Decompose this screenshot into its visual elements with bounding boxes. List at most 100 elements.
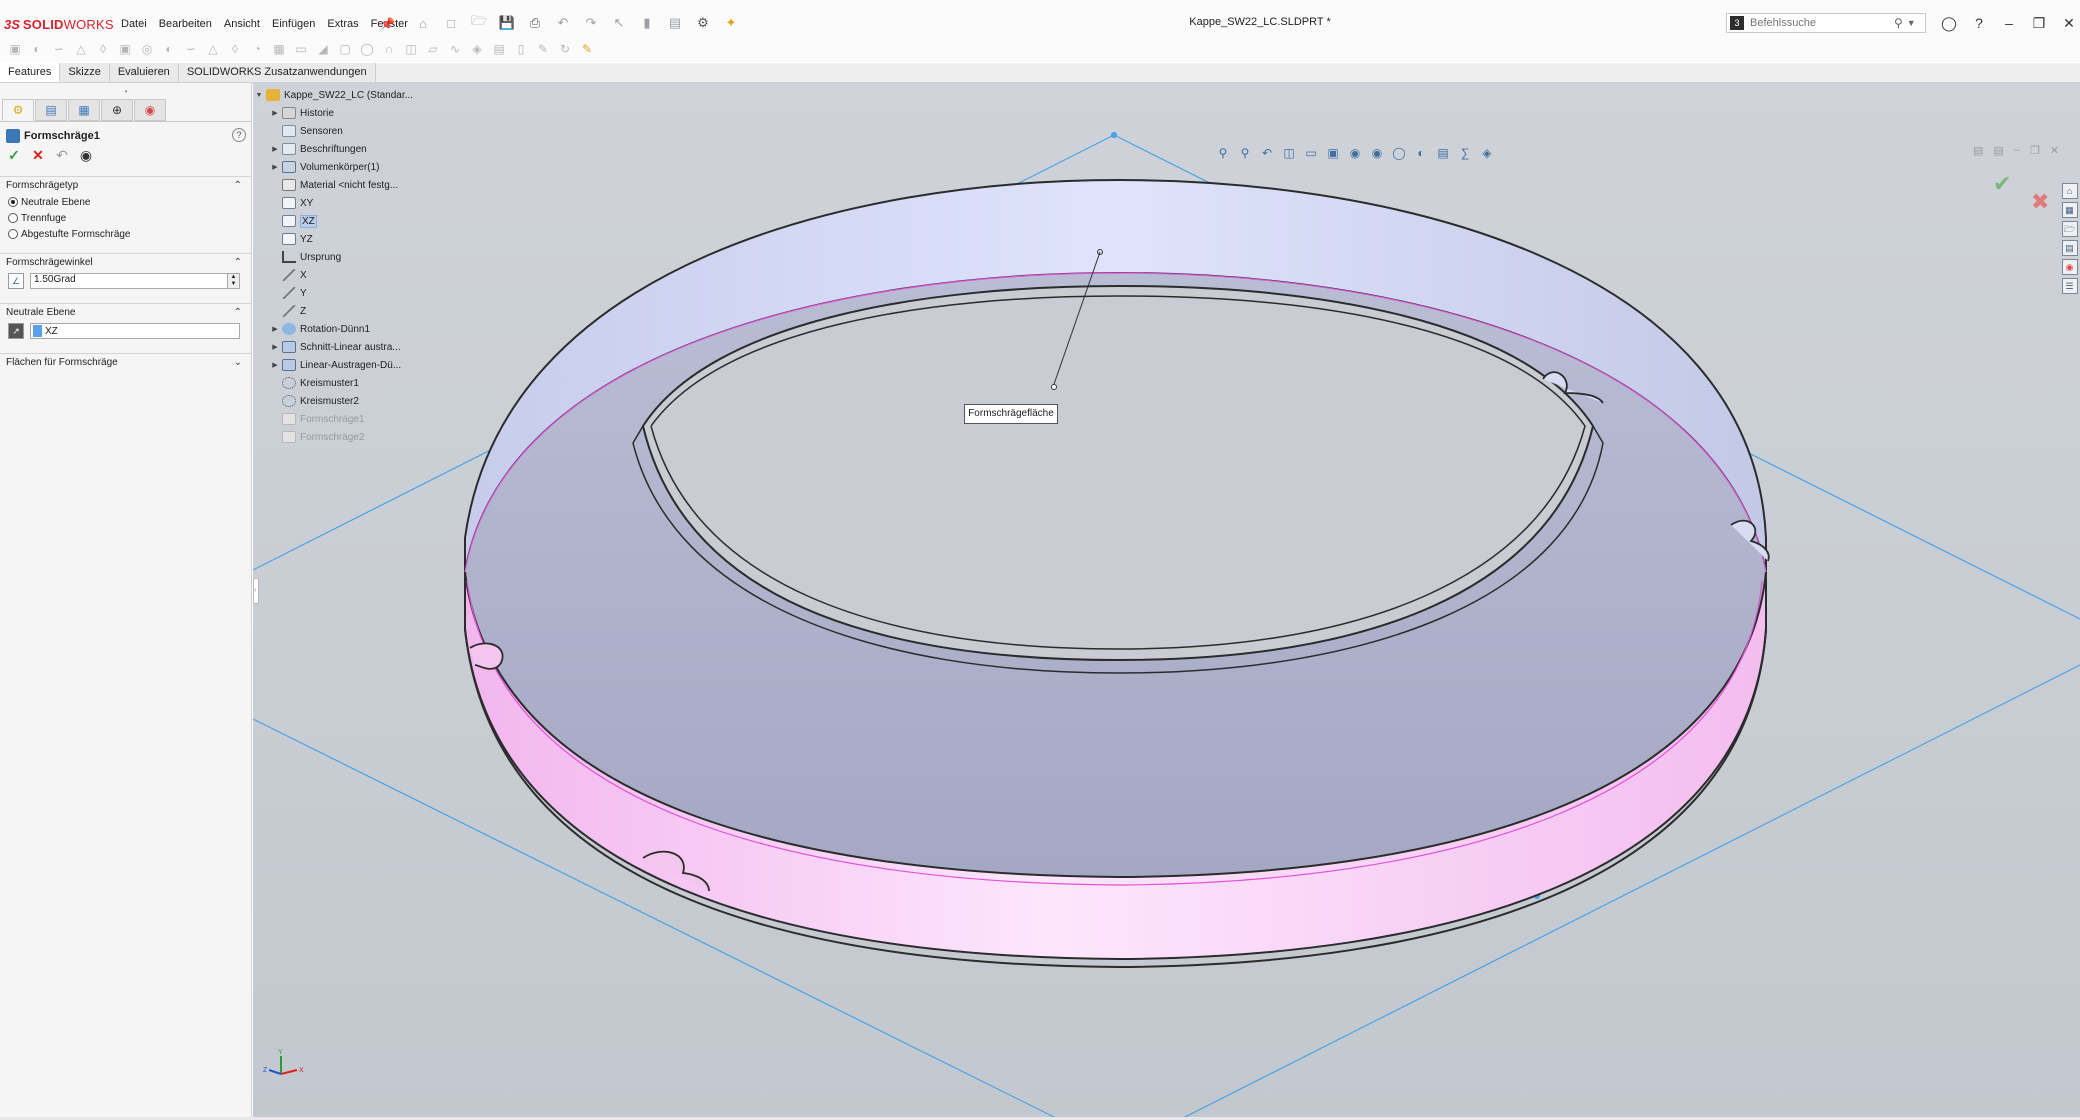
tree-item-plane-xz[interactable]: XZ bbox=[271, 214, 317, 228]
lofted-boss-icon[interactable]: △ bbox=[76, 42, 86, 56]
confirmation-ok-icon[interactable]: ✔ bbox=[1993, 171, 2012, 196]
menu-extras[interactable]: Extras bbox=[327, 18, 359, 30]
tree-item-circular-pattern-2[interactable]: Kreismuster2 bbox=[271, 394, 359, 408]
radio-parting-line[interactable]: Trennfuge bbox=[0, 210, 252, 226]
redo-icon[interactable]: ↷ bbox=[585, 15, 597, 30]
previous-view-icon[interactable]: ↶ bbox=[1261, 146, 1273, 160]
tree-item-origin[interactable]: Ursprung bbox=[271, 250, 341, 264]
save-icon[interactable]: 💾 bbox=[498, 15, 516, 30]
revolved-cut-icon[interactable]: ◐ bbox=[165, 42, 173, 56]
mirror-icon[interactable]: ◫ bbox=[405, 42, 417, 56]
spinner-arrows-icon[interactable]: ▲ ▼ bbox=[227, 274, 239, 288]
display-manager-tab-icon[interactable]: ◉ bbox=[134, 99, 166, 121]
swept-cut-icon[interactable]: ∽ bbox=[185, 42, 197, 56]
linear-pattern-icon[interactable]: ▦ bbox=[273, 42, 285, 56]
edit-appearance-icon[interactable]: ◯ bbox=[1392, 146, 1406, 160]
feature-works-icon[interactable]: ↻ bbox=[559, 42, 571, 56]
radio-button-selected[interactable] bbox=[8, 197, 18, 207]
swept-boss-icon[interactable]: ∽ bbox=[53, 42, 65, 56]
expand-arrow-icon[interactable]: ▶ bbox=[272, 362, 278, 369]
tree-item-material[interactable]: Material <nicht festg... bbox=[271, 178, 398, 192]
boundary-boss-icon[interactable]: ◊ bbox=[100, 42, 106, 56]
chevron-up-icon[interactable]: ⌃ bbox=[233, 307, 242, 318]
display-pane-icon[interactable]: ∑ bbox=[1460, 146, 1470, 160]
help-icon[interactable]: ? bbox=[232, 128, 246, 142]
viewport-link-icon[interactable]: ▤ bbox=[1993, 145, 2004, 157]
reverse-direction-icon[interactable]: ↗ bbox=[8, 323, 24, 339]
select-icon[interactable]: ↖ bbox=[613, 15, 625, 30]
tree-item-plane-yz[interactable]: YZ bbox=[271, 232, 313, 246]
solidworks-resources-icon[interactable]: ⌂ bbox=[2061, 183, 2078, 199]
account-icon[interactable]: ◯ bbox=[1941, 14, 1957, 31]
view-orientation-icon[interactable]: ▣ bbox=[1327, 146, 1339, 160]
menu-bearbeiten[interactable]: Bearbeiten bbox=[158, 18, 212, 30]
fillet-icon[interactable]: ◔ bbox=[253, 42, 261, 56]
menu-datei[interactable]: Datei bbox=[121, 18, 147, 30]
viewport-restore-icon[interactable]: ❐ bbox=[2029, 145, 2040, 157]
radio-neutral-plane[interactable]: Neutrale Ebene bbox=[0, 194, 252, 210]
intersect-icon[interactable]: ∩ bbox=[384, 42, 394, 56]
rebuild-icon[interactable]: ▮ bbox=[643, 15, 651, 30]
undo-icon[interactable]: ↶ bbox=[557, 15, 569, 30]
restore-icon[interactable]: ❐ bbox=[2032, 14, 2046, 31]
draft-icon[interactable]: ◢ bbox=[318, 42, 328, 56]
revolved-boss-icon[interactable]: ◐ bbox=[33, 42, 41, 56]
appearances-icon[interactable]: ◉ bbox=[2061, 259, 2078, 275]
group-header-draft-angle[interactable]: Formschrägewinkel ⌃ bbox=[0, 253, 252, 271]
model-view[interactable] bbox=[253, 83, 2080, 1120]
search-input[interactable] bbox=[1750, 17, 1890, 29]
tab-evaluieren[interactable]: Evaluieren bbox=[109, 63, 179, 82]
shell-icon[interactable]: ▢ bbox=[339, 42, 351, 56]
options-gear-icon[interactable]: ⚙ bbox=[697, 15, 709, 30]
group-header-draft-type[interactable]: Formschrägetyp ⌃ bbox=[0, 176, 252, 194]
expand-arrow-icon[interactable]: ▶ bbox=[272, 146, 278, 153]
undo-icon[interactable]: ↶ bbox=[56, 146, 68, 163]
draft-face-callout[interactable]: Formschrägefläche bbox=[964, 404, 1058, 424]
realview-icon[interactable]: ◈ bbox=[1482, 146, 1492, 160]
dimxpert-manager-tab-icon[interactable]: ⊕ bbox=[101, 99, 133, 121]
minimize-icon[interactable]: – bbox=[2005, 15, 2013, 31]
cap-body[interactable] bbox=[464, 178, 1770, 969]
confirmation-cancel-icon[interactable]: ✖ bbox=[2031, 189, 2050, 214]
instant3d-icon[interactable]: ◈ bbox=[472, 42, 482, 56]
radio-button[interactable] bbox=[8, 213, 18, 223]
lofted-cut-icon[interactable]: △ bbox=[208, 42, 218, 56]
design-library-icon[interactable]: ▦ bbox=[2061, 202, 2078, 218]
tree-item-root[interactable]: ▼ Kappe_SW22_LC (Standar... bbox=[255, 88, 413, 102]
boundary-cut-icon[interactable]: ◊ bbox=[232, 42, 238, 56]
reference-geometry-icon[interactable]: ▱ bbox=[428, 42, 438, 56]
expand-arrow-icon[interactable]: ▶ bbox=[272, 164, 278, 171]
move-face-icon[interactable]: ▤ bbox=[493, 42, 505, 56]
radio-button[interactable] bbox=[8, 229, 18, 239]
tree-item-draft-2[interactable]: Formschräge2 bbox=[271, 430, 364, 444]
command-search[interactable]: 3 ⚲ ▼ bbox=[1726, 13, 1926, 33]
pin-icon[interactable]: 📌 bbox=[380, 17, 395, 31]
tree-item-axis-y[interactable]: Y bbox=[271, 286, 307, 300]
viewport-tile-icon[interactable]: ▤ bbox=[1973, 145, 1984, 157]
view-settings-icon[interactable]: ▤ bbox=[1437, 146, 1449, 160]
open-icon[interactable]: 🗁 bbox=[470, 13, 488, 28]
neutral-plane-selection-box[interactable]: XZ bbox=[30, 323, 240, 339]
panel-collapse-handle[interactable]: ‹ bbox=[253, 578, 259, 604]
tree-item-sensors[interactable]: Sensoren bbox=[271, 124, 343, 138]
tree-item-cut-extrude[interactable]: ▶ Schnitt-Linear austra... bbox=[271, 340, 401, 354]
search-icon[interactable]: ⚲ bbox=[1894, 16, 1903, 30]
view-palette-icon[interactable]: ▤ bbox=[2061, 240, 2078, 256]
tree-item-revolve-thin[interactable]: ▶ Rotation-Dünn1 bbox=[271, 322, 370, 336]
feature-manager-tab-icon[interactable]: ⚙ bbox=[2, 99, 34, 121]
display-style-icon[interactable]: ◉ bbox=[1349, 146, 1361, 160]
tree-item-solid-bodies[interactable]: ▶ Volumenkörper(1) bbox=[271, 160, 379, 174]
dynamic-annotation-icon[interactable]: ▭ bbox=[1305, 146, 1317, 160]
marker-icon[interactable]: ✎ bbox=[581, 42, 593, 56]
print-icon[interactable]: ⎙ bbox=[529, 15, 541, 30]
new-document-icon[interactable]: □ bbox=[447, 15, 455, 31]
draft-angle-input[interactable]: 1.50Grad ▲ ▼ bbox=[30, 273, 240, 289]
rib-icon[interactable]: ▭ bbox=[295, 42, 307, 56]
custom-properties-icon[interactable]: ☰ bbox=[2061, 278, 2078, 294]
menu-einfuegen[interactable]: Einfügen bbox=[271, 18, 316, 30]
preview-eye-icon[interactable]: ◉ bbox=[79, 146, 93, 163]
expand-arrow-icon[interactable]: ▶ bbox=[272, 344, 278, 351]
tab-zusatzanwendungen[interactable]: SOLIDWORKS Zusatzanwendungen bbox=[178, 63, 376, 82]
viewport-minimize-icon[interactable]: – bbox=[2013, 144, 2020, 156]
tree-item-boss-extrude-thin[interactable]: ▶ Linear-Austragen-Dü... bbox=[271, 358, 401, 372]
